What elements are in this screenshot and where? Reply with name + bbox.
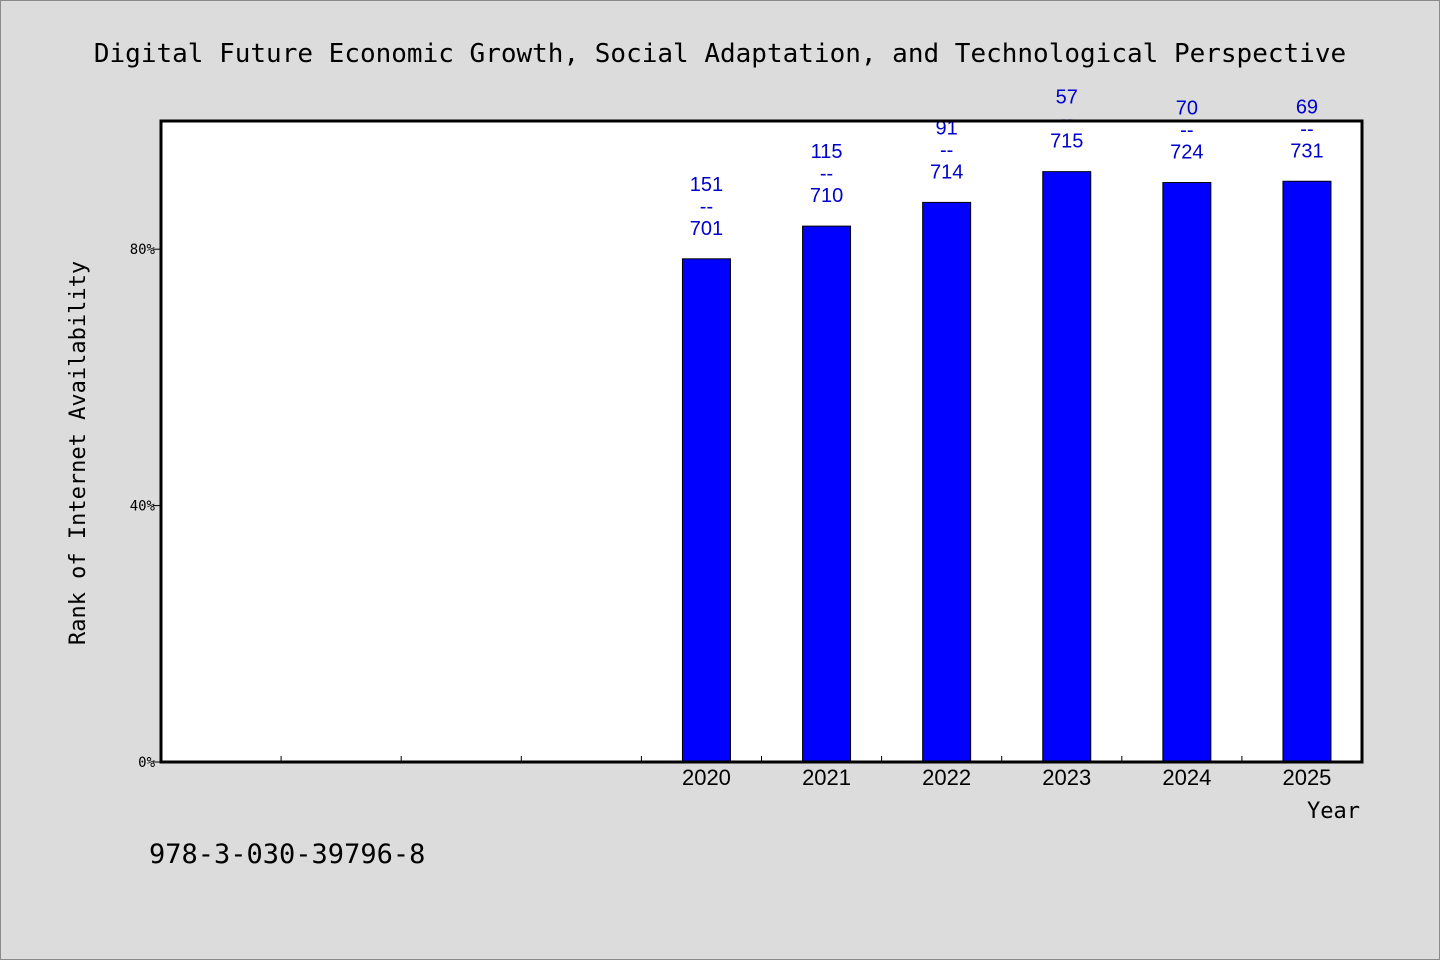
x-tick-label: 2023 xyxy=(1042,765,1091,790)
y-axis-label: Rank of Internet Availability xyxy=(66,261,91,645)
x-tick-label: 2022 xyxy=(922,765,971,790)
data-label-top: 91 xyxy=(936,117,958,139)
chart-title: Digital Future Economic Growth, Social A… xyxy=(94,39,1346,69)
bar xyxy=(1282,180,1332,763)
bar xyxy=(802,225,852,763)
y-tick-label: 80% xyxy=(130,242,156,258)
data-label-separator: -- xyxy=(940,139,953,161)
bar xyxy=(922,201,972,763)
data-label-top: 70 xyxy=(1176,98,1198,120)
y-tick-label: 0% xyxy=(138,755,155,771)
data-label-bottom: 724 xyxy=(1170,142,1203,164)
footnote-isbn: 978-3-030-39796-8 xyxy=(149,839,425,870)
bar xyxy=(1042,171,1092,763)
bar xyxy=(681,258,731,763)
data-label-top: 57 xyxy=(1056,87,1078,109)
ticks-layer: 0% 40% 80% 2020 2021 2022 2023 2024 2025 xyxy=(130,242,1332,790)
data-label-separator: -- xyxy=(1300,118,1313,140)
data-label-separator: -- xyxy=(700,196,713,218)
data-label-separator: -- xyxy=(820,163,833,185)
data-label-top: 151 xyxy=(690,174,723,196)
data-label-separator: -- xyxy=(1180,120,1193,142)
data-label-top: 69 xyxy=(1296,96,1318,118)
bar xyxy=(1162,182,1212,763)
plot-area xyxy=(161,121,1362,762)
data-label-top: 115 xyxy=(811,141,843,163)
bars-layer xyxy=(681,171,1332,763)
y-tick-label: 40% xyxy=(130,499,156,515)
x-tick-label: 2024 xyxy=(1162,765,1211,790)
x-tick-label: 2021 xyxy=(802,765,851,790)
data-label-bottom: 714 xyxy=(930,161,963,183)
data-label-bottom: 731 xyxy=(1290,140,1323,162)
data-labels-layer: 151--701115--71091--71457--71570--72469-… xyxy=(690,87,1324,240)
x-tick-label: 2020 xyxy=(682,765,731,790)
data-label-bottom: 710 xyxy=(810,185,843,207)
data-label-bottom: 701 xyxy=(690,218,723,240)
x-axis-label: Year xyxy=(1307,799,1360,824)
x-tick-label: 2025 xyxy=(1282,765,1331,790)
data-label-bottom: 715 xyxy=(1050,131,1083,153)
